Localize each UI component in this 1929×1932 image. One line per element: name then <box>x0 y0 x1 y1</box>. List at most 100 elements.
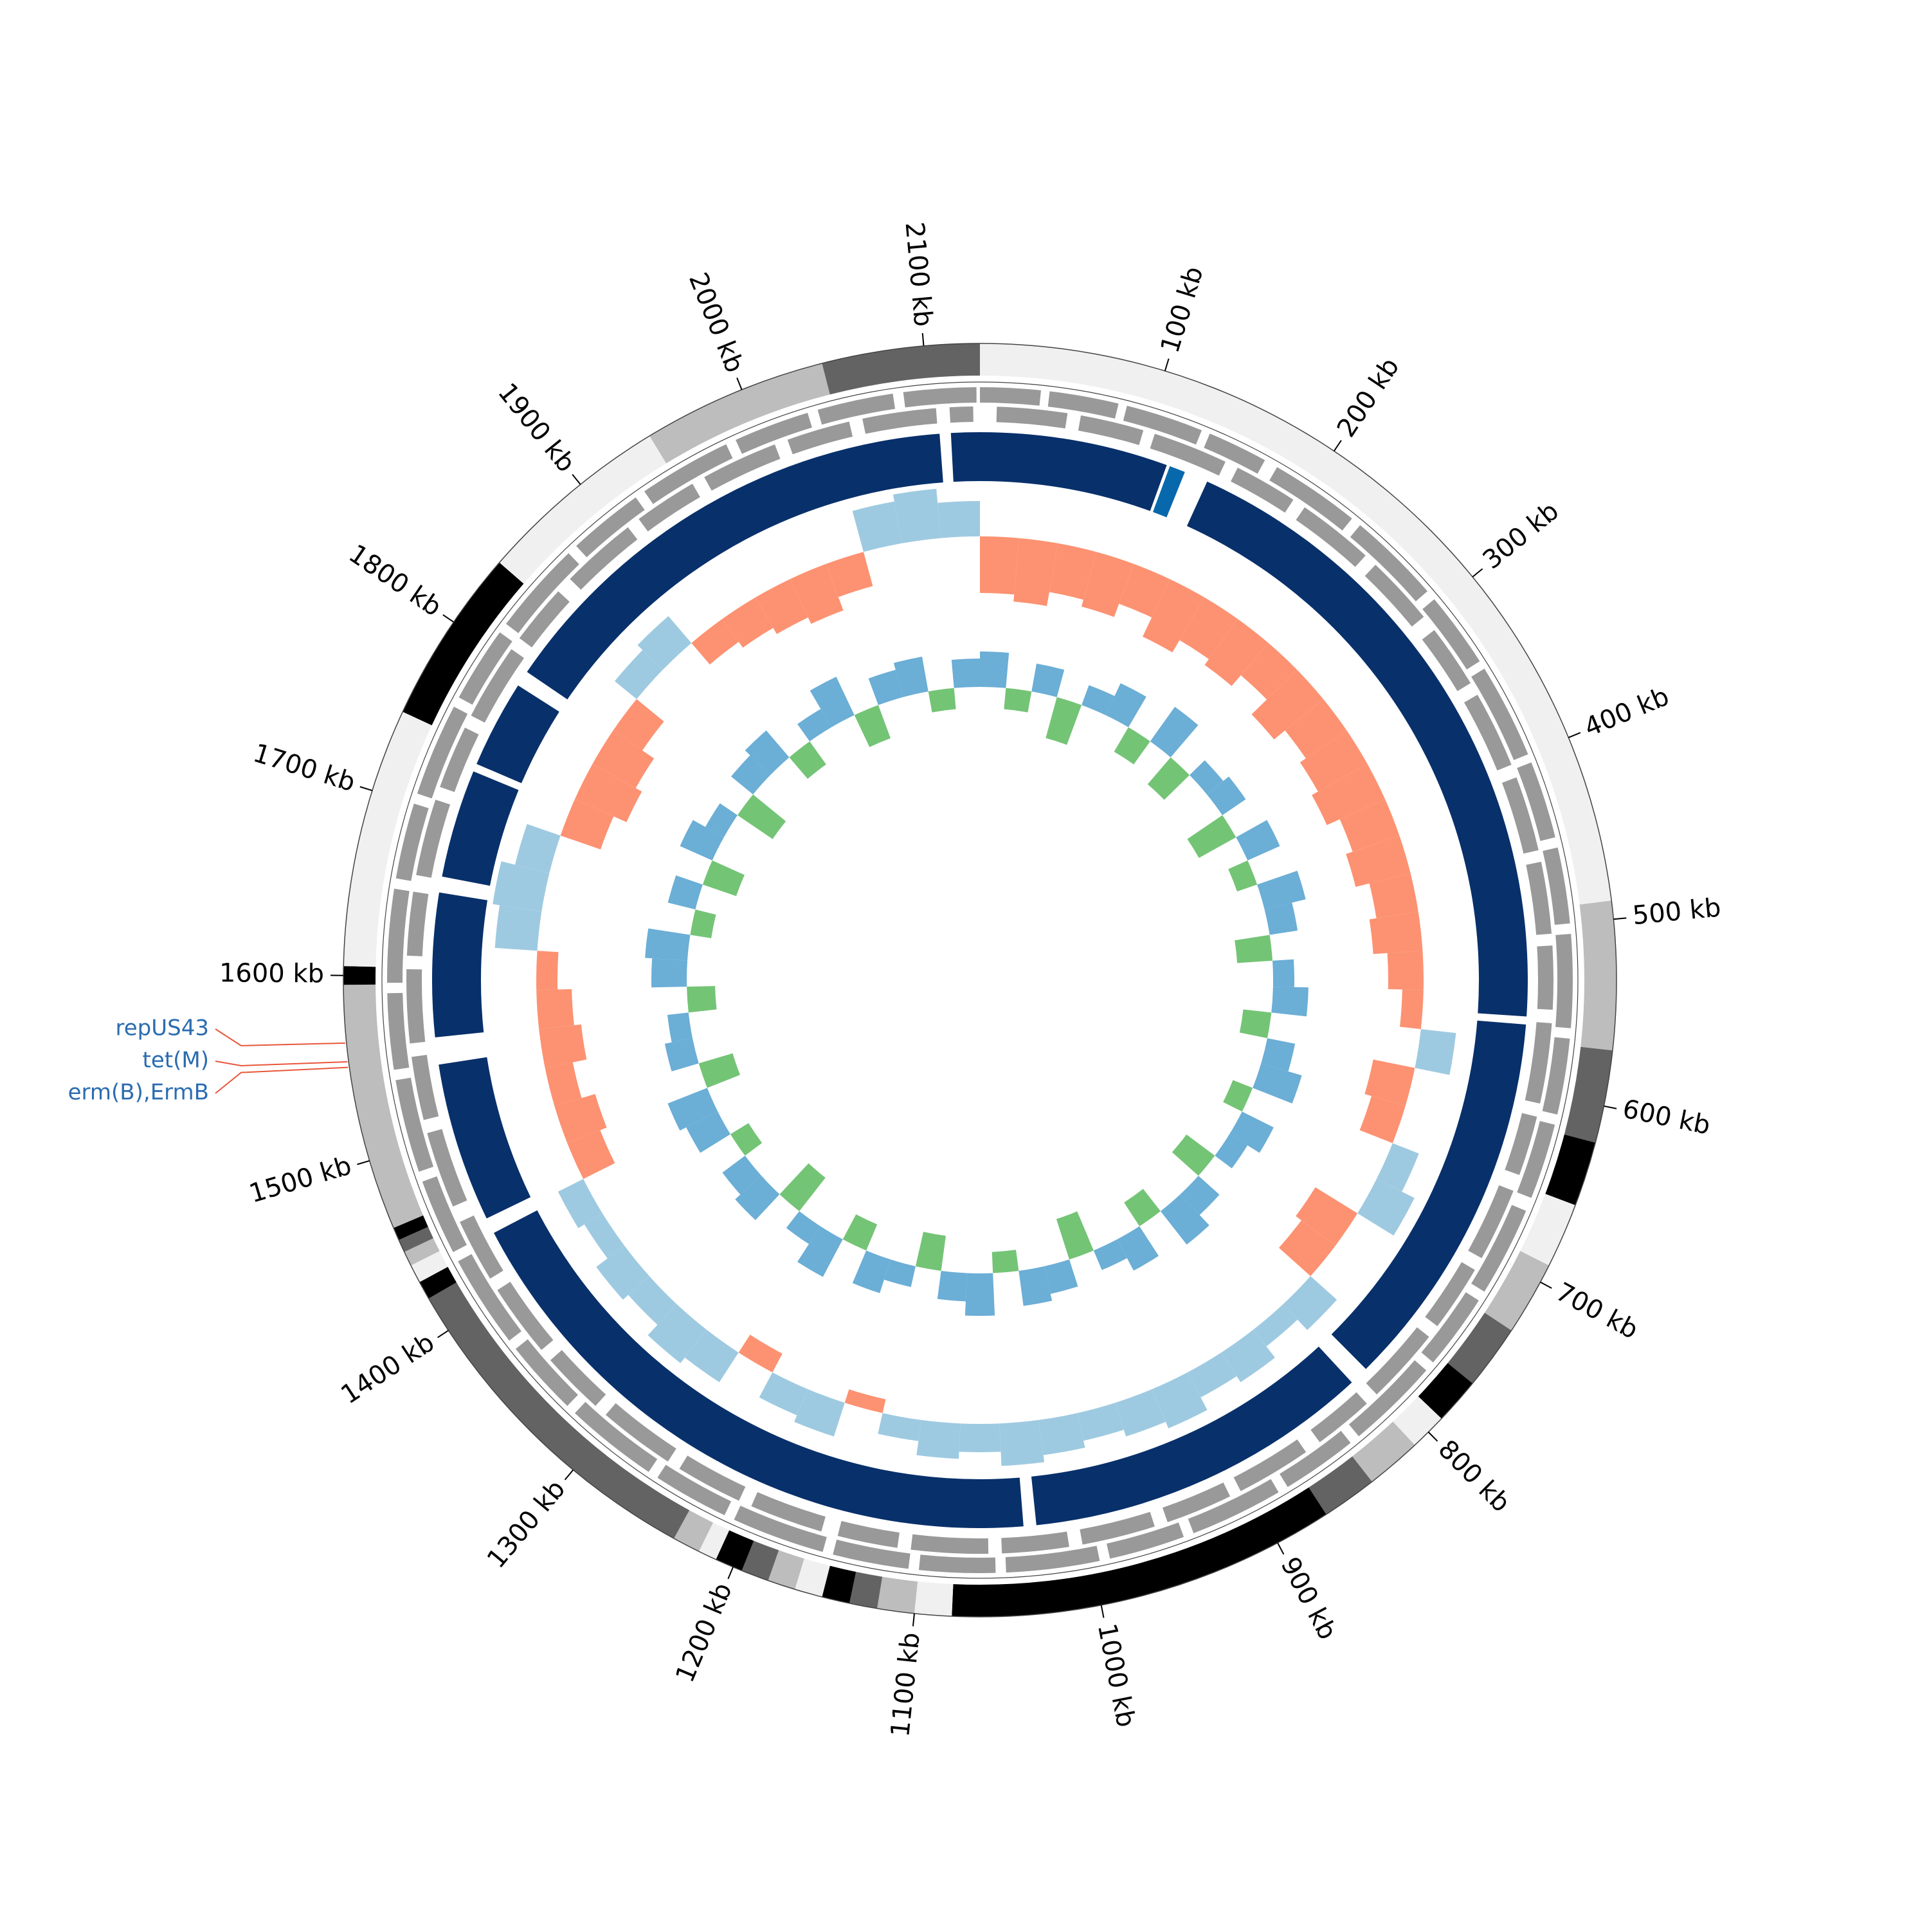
annotation-line <box>215 1068 348 1093</box>
gc-content-bar <box>992 1250 1019 1273</box>
gc-content-bar <box>1240 1009 1271 1038</box>
tick-mark <box>572 475 581 485</box>
gc-content-bar <box>1004 688 1031 713</box>
tick-mark <box>1334 441 1341 451</box>
gc-content-bar <box>645 928 690 960</box>
tick-label: 100 kb <box>1155 263 1209 356</box>
tick-mark <box>1428 1432 1437 1441</box>
gc-content-bar <box>1272 960 1294 987</box>
annotation-label: tet(M) <box>143 1048 209 1073</box>
gc-skew-bar <box>515 824 561 873</box>
tick-label: 500 kb <box>1631 893 1722 931</box>
gc-skew-bar <box>539 1025 586 1068</box>
gc-skew-bar <box>1038 1413 1085 1455</box>
tick-label: 700 kb <box>1551 1277 1643 1345</box>
annotation-label: repUS43 <box>116 1016 209 1041</box>
tick-label: 1100 kb <box>885 1631 926 1738</box>
gc-skew-bar <box>853 502 902 552</box>
gc-content-bar <box>738 794 786 839</box>
gene-plus <box>833 1540 910 1569</box>
gc-content-bar <box>687 986 716 1012</box>
tick-mark <box>1604 1106 1617 1109</box>
gc-content-bar <box>1253 1063 1301 1103</box>
gene-minus <box>997 406 1068 428</box>
gc-skew-bar <box>545 1062 582 1106</box>
tick-mark <box>438 1331 449 1338</box>
gc-content-bar <box>667 1012 693 1042</box>
tick-label: 1600 kb <box>219 958 324 989</box>
gc-content-bar <box>1105 683 1146 727</box>
annotation-line <box>215 1061 347 1066</box>
tick-mark <box>737 378 741 390</box>
gene-plus <box>1555 934 1573 1028</box>
gc-content-bar <box>965 1273 995 1316</box>
tick-label: 800 kb <box>1433 1434 1516 1518</box>
gc-skew-bar <box>1400 990 1424 1030</box>
gc-content-bar <box>1187 816 1236 858</box>
gc-content-bar <box>980 652 1009 688</box>
tick-label: 1400 kb <box>336 1327 439 1410</box>
tick-label: 300 kb <box>1478 497 1565 576</box>
tick-mark <box>728 1567 733 1579</box>
gc-skew-bar <box>937 501 980 538</box>
gene-plus <box>387 889 410 983</box>
gc-content-bar <box>668 875 703 909</box>
gc-content-bar <box>665 1038 699 1071</box>
tick-label: 2100 kb <box>900 221 938 328</box>
gc-skew-bar <box>1000 1420 1045 1466</box>
gc-skew-bar <box>495 905 542 951</box>
tick-label: 1300 kb <box>482 1475 572 1574</box>
gene-minus <box>950 406 974 423</box>
contig <box>1520 1194 1575 1265</box>
blast-hit <box>951 432 980 482</box>
gc-skew-bar <box>1357 1179 1415 1235</box>
contig <box>1564 1047 1613 1143</box>
tick-label: 1900 kb <box>492 378 581 478</box>
gc-content-bar <box>1235 935 1272 963</box>
gc-content-bar <box>916 1232 946 1271</box>
gc-content-bar <box>779 1163 825 1211</box>
gc-content-bar <box>1056 1211 1094 1259</box>
gc-content-bar <box>1150 707 1199 758</box>
gene-plus <box>919 1554 995 1573</box>
tick-mark <box>1541 1282 1552 1288</box>
gc-skew-bar <box>1013 538 1058 606</box>
gc-content-bar <box>853 1250 891 1293</box>
gene-minus <box>910 1535 988 1554</box>
gc-skew-bar <box>536 989 574 1029</box>
gc-content-bar <box>937 1271 967 1302</box>
tick-label: 900 kb <box>1275 1553 1343 1645</box>
annotation-line <box>215 1029 345 1046</box>
tick-label: 1000 kb <box>1092 1621 1141 1730</box>
contig <box>1580 900 1617 1050</box>
gc-skew-bar <box>1415 1029 1456 1075</box>
contig <box>914 1581 953 1616</box>
gene-minus <box>1537 945 1553 1010</box>
gc-content-bar <box>1236 820 1280 861</box>
gene-minus <box>406 969 425 1044</box>
tick-mark <box>1278 1543 1283 1554</box>
tick-label: 200 kb <box>1332 352 1406 442</box>
tick-label: 1700 kb <box>249 738 358 797</box>
tick-mark <box>1472 569 1482 577</box>
tick-mark <box>565 1470 574 1480</box>
gc-skew-bar <box>1077 1403 1123 1441</box>
tick-mark <box>1613 918 1626 919</box>
gc-content-bar <box>730 1123 762 1156</box>
gc-skew-bar <box>916 1420 960 1459</box>
tick-label: 1500 kb <box>246 1151 354 1208</box>
tick-mark <box>1101 1605 1104 1618</box>
gc-content-bar <box>928 688 956 713</box>
gc-content-bar <box>855 705 891 747</box>
gc-content-bar <box>1228 861 1257 891</box>
gc-content-bar <box>1117 1226 1159 1271</box>
contig <box>343 966 376 985</box>
contig <box>822 343 980 394</box>
gc-skew-bar <box>959 1423 1001 1452</box>
gc-content-bar <box>1257 871 1305 909</box>
gc-content-bar <box>651 958 687 987</box>
gc-content-bar <box>1271 987 1309 1016</box>
gene-plus <box>980 387 1041 406</box>
